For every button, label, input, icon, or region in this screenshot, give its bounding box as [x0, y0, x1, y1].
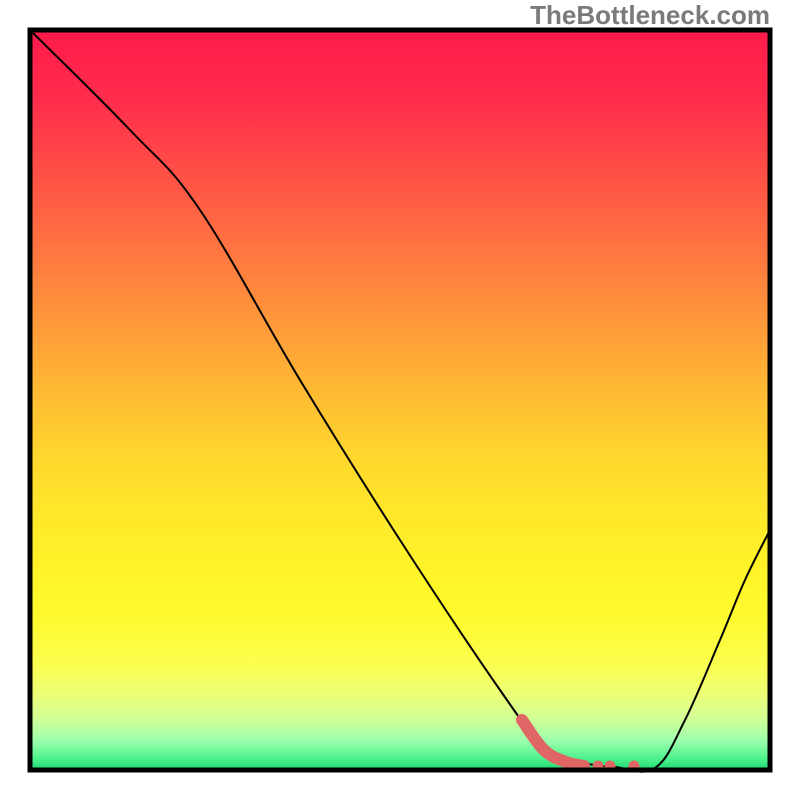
bottleneck-curve-chart: TheBottleneck.com	[0, 0, 800, 800]
watermark-text: TheBottleneck.com	[530, 0, 770, 30]
chart-svg: TheBottleneck.com	[0, 0, 800, 800]
